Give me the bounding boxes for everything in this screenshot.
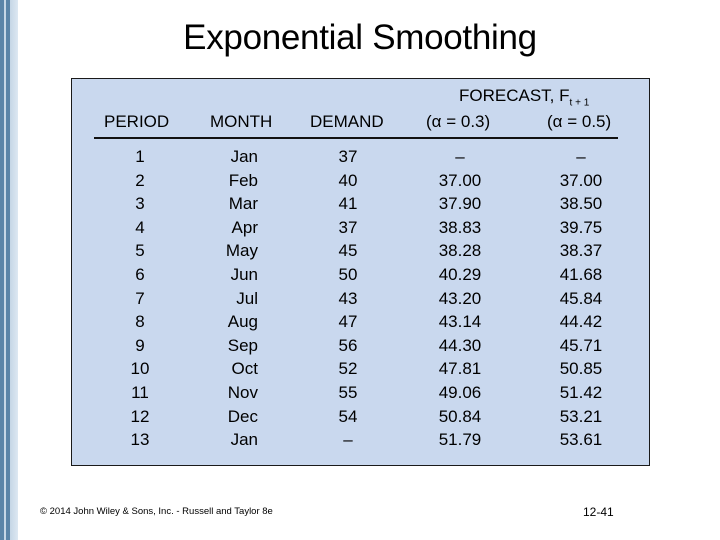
cell-period: 3	[135, 194, 145, 214]
cell-month: Sep	[227, 335, 258, 355]
left-decorative-bar	[0, 0, 18, 540]
cell-demand: 43	[338, 288, 358, 308]
header-demand: DEMAND	[310, 112, 384, 131]
header-divider	[94, 137, 618, 139]
cell-month: Apr	[231, 217, 258, 237]
cell-demand: 55	[338, 382, 358, 402]
cell-forecast-03: 43.20	[438, 288, 482, 308]
cell-forecast-05: 38.37	[559, 241, 603, 261]
cell-period: 10	[130, 359, 150, 379]
cell-demand: 56	[338, 335, 358, 355]
cell-period: 2	[135, 170, 145, 190]
cell-forecast-05: 45.71	[559, 335, 603, 355]
cell-month: Jun	[230, 264, 258, 284]
header-forecast-subscript: t + 1	[569, 97, 590, 109]
cell-demand: 47	[338, 312, 358, 332]
copyright-footer: © 2014 John Wiley & Sons, Inc. - Russell…	[40, 506, 273, 517]
cell-month: Jul	[236, 288, 258, 308]
cell-period: 11	[131, 382, 149, 402]
cell-forecast-03: 37.90	[438, 194, 482, 214]
cell-period: 4	[135, 217, 145, 237]
cell-demand: 37	[338, 217, 358, 237]
cell-forecast-03: 40.29	[438, 264, 482, 284]
cell-demand: 54	[338, 406, 358, 426]
cell-period: 5	[135, 241, 145, 261]
column-demand: 37 40 41 37 45 50 43 47 56 52 55 54 –	[322, 145, 374, 452]
cell-forecast-05: 37.00	[559, 170, 603, 190]
cell-forecast-03: 51.79	[438, 430, 482, 450]
cell-forecast-05: 44.42	[559, 312, 603, 332]
cell-demand: 40	[338, 170, 358, 190]
column-forecast-05: – 37.00 38.50 39.75 38.37 41.68 45.84 44.42 45.7…	[546, 145, 616, 452]
cell-forecast-03: 37.00	[438, 170, 482, 190]
cell-month: Nov	[227, 382, 258, 402]
column-period: 1 2 3 4 5 6 7 8 9 10 11 12 13	[115, 145, 165, 452]
cell-month: May	[225, 241, 258, 261]
cell-demand: 52	[338, 359, 358, 379]
cell-forecast-03: 38.28	[438, 241, 482, 261]
header-month: MONTH	[210, 112, 273, 131]
cell-month: Feb	[228, 170, 258, 190]
cell-forecast-03: –	[455, 147, 465, 166]
cell-period: 12	[130, 406, 150, 426]
header-alpha-05: (α = 0.5)	[547, 112, 612, 131]
header-alpha-03: (α = 0.3)	[426, 112, 491, 131]
cell-period: 9	[135, 335, 145, 355]
cell-forecast-05: 41.68	[559, 264, 603, 284]
cell-forecast-05: 39.75	[559, 217, 603, 237]
cell-period: 7	[135, 288, 145, 308]
cell-month: Mar	[228, 194, 258, 214]
cell-forecast-05: 50.85	[559, 359, 603, 379]
cell-forecast-03: 43.14	[438, 312, 482, 332]
cell-demand: –	[343, 430, 353, 450]
cell-month: Aug	[227, 312, 258, 332]
cell-period: 6	[135, 264, 145, 284]
cell-period: 13	[130, 430, 150, 450]
cell-forecast-03: 44.30	[438, 335, 482, 355]
column-month: Jan Feb Mar Apr May Jun Jul Aug Sep Oct Nov Dec Jan	[205, 145, 258, 452]
cell-month: Jan	[230, 430, 258, 450]
header-forecast-label: FORECAST, F	[459, 86, 570, 105]
cell-demand: 50	[338, 264, 358, 284]
header-forecast: FORECAST, Ft + 1	[459, 86, 589, 108]
page-number: 12-41	[583, 505, 614, 519]
cell-forecast-05: 51.42	[559, 382, 603, 402]
cell-forecast-03: 38.83	[438, 217, 482, 237]
cell-period: 1	[135, 147, 145, 166]
cell-forecast-03: 50.84	[438, 406, 482, 426]
cell-forecast-05: –	[576, 147, 586, 166]
cell-forecast-03: 47.81	[438, 359, 482, 379]
cell-month: Oct	[231, 359, 258, 379]
cell-month: Dec	[227, 406, 258, 426]
cell-demand: 37	[338, 147, 358, 166]
cell-forecast-05: 38.50	[559, 194, 603, 214]
cell-month: Jan	[230, 147, 258, 166]
column-forecast-03: – 37.00 37.90 38.83 38.28 40.29 43.20 43.14 44.3…	[425, 145, 495, 452]
table-panel	[71, 78, 650, 466]
cell-forecast-03: 49.06	[438, 382, 482, 402]
page-title: Exponential Smoothing	[183, 18, 537, 57]
cell-forecast-05: 45.84	[559, 288, 603, 308]
cell-forecast-05: 53.21	[559, 406, 603, 426]
cell-demand: 45	[338, 241, 358, 261]
cell-demand: 41	[338, 194, 358, 214]
header-period: PERIOD	[104, 112, 170, 131]
cell-period: 8	[135, 312, 145, 332]
cell-forecast-05: 53.61	[559, 430, 603, 450]
